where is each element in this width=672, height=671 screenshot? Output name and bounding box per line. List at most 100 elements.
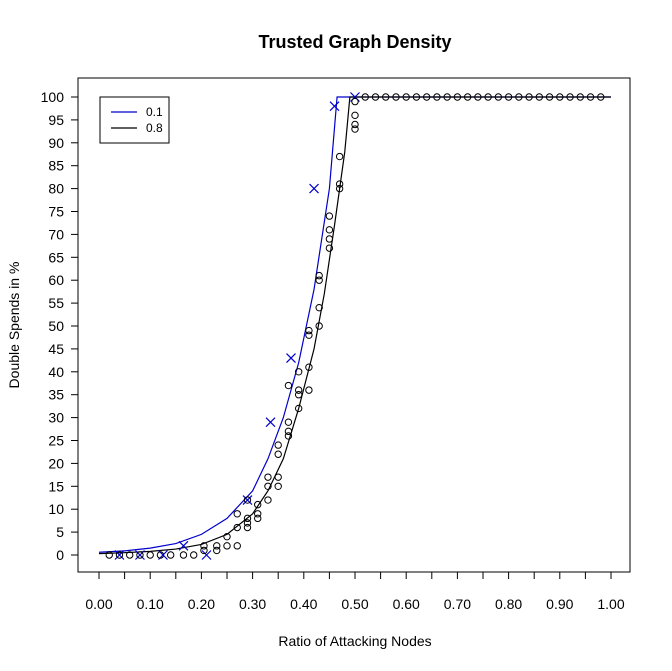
y-tick-label: 80 bbox=[48, 181, 64, 197]
point-marker-x bbox=[178, 540, 189, 551]
legend-label: 0.1 bbox=[146, 105, 163, 119]
point-marker-circle bbox=[535, 93, 544, 101]
y-tick-label: 0 bbox=[56, 547, 64, 563]
y-tick-label: 40 bbox=[48, 364, 64, 380]
point-marker-circle bbox=[443, 93, 451, 101]
point-marker-circle bbox=[156, 551, 165, 559]
point-marker-circle bbox=[351, 125, 359, 133]
y-tick-label: 15 bbox=[48, 478, 64, 494]
x-tick-label: 0.90 bbox=[546, 596, 573, 612]
x-tick-label: 0.10 bbox=[137, 596, 164, 612]
point-marker-circle bbox=[190, 551, 198, 559]
point-marker-circle bbox=[335, 184, 344, 193]
x-tick-label: 1.00 bbox=[597, 596, 624, 612]
y-axis-label: Double Spends in % bbox=[6, 262, 22, 389]
point-marker-circle bbox=[264, 482, 272, 490]
y-tick-label: 75 bbox=[48, 204, 64, 220]
point-marker-circle bbox=[325, 212, 334, 220]
y-tick-label: 45 bbox=[48, 341, 64, 357]
point-marker-circle bbox=[305, 331, 313, 339]
x-tick-label: 0.40 bbox=[290, 596, 317, 612]
y-tick-label: 35 bbox=[48, 387, 64, 403]
point-marker-circle bbox=[213, 542, 221, 550]
point-marker-circle bbox=[361, 93, 369, 101]
point-marker-circle bbox=[382, 93, 390, 101]
point-marker-circle bbox=[315, 303, 323, 312]
point-marker-circle bbox=[351, 120, 359, 129]
point-marker-circle bbox=[254, 500, 262, 509]
point-marker-circle bbox=[576, 93, 584, 101]
y-tick-label: 70 bbox=[48, 226, 64, 242]
y-axis: 0 5 10 15 20 25 30 35 40 45 50 55 60 65 70 75 80 85 90 95 10… bbox=[41, 89, 79, 563]
point-marker-circle bbox=[335, 152, 344, 161]
point-marker-circle bbox=[223, 532, 231, 541]
y-tick-label: 20 bbox=[48, 455, 64, 471]
y-tick-label: 55 bbox=[48, 295, 64, 311]
point-marker-circle bbox=[566, 93, 574, 101]
point-marker-circle bbox=[463, 93, 472, 101]
point-marker-circle bbox=[146, 551, 154, 559]
point-marker-circle bbox=[474, 93, 482, 101]
y-tick-label: 25 bbox=[48, 433, 64, 449]
x-tick-label: 0.60 bbox=[393, 596, 420, 612]
point-marker-x bbox=[329, 101, 340, 112]
point-marker-circle bbox=[243, 496, 252, 504]
point-marker-circle bbox=[294, 391, 303, 399]
y-tick-label: 90 bbox=[48, 135, 64, 151]
fit-curve-0.1 bbox=[98, 96, 611, 553]
y-tick-label: 95 bbox=[48, 112, 64, 128]
point-marker-circle bbox=[243, 519, 252, 527]
point-marker-circle bbox=[335, 180, 344, 188]
plot-area-frame bbox=[77, 77, 631, 573]
point-marker-circle bbox=[494, 93, 503, 101]
point-marker-circle bbox=[305, 363, 313, 371]
x-tick-label: 0.50 bbox=[341, 596, 368, 612]
point-marker-circle bbox=[402, 93, 410, 101]
point-marker-circle bbox=[274, 441, 282, 449]
point-marker-x bbox=[265, 417, 276, 428]
x-tick-label: 0.30 bbox=[239, 596, 266, 612]
x-axis: 0.00 0.10 0.20 0.30 0.40 0.50 0.60 0.70 0.80 0.90… bbox=[85, 571, 625, 612]
fitted-curves bbox=[98, 96, 611, 555]
y-tick-label: 65 bbox=[48, 249, 64, 265]
point-marker-x bbox=[114, 550, 125, 560]
point-marker-circle bbox=[305, 386, 313, 394]
point-marker-circle bbox=[115, 551, 124, 559]
chart-title: Trusted Graph Density bbox=[258, 32, 451, 52]
point-marker-circle bbox=[136, 551, 144, 559]
point-marker-x bbox=[201, 550, 212, 560]
point-marker-circle bbox=[284, 418, 293, 426]
point-marker-circle bbox=[305, 326, 313, 335]
point-marker-circle bbox=[233, 542, 241, 550]
y-tick-label: 10 bbox=[48, 501, 64, 517]
point-marker-circle bbox=[294, 386, 303, 394]
point-marker-circle bbox=[433, 93, 441, 101]
y-tick-label: 50 bbox=[48, 318, 64, 334]
point-marker-circle bbox=[556, 93, 564, 101]
point-marker-circle bbox=[315, 276, 323, 284]
data-points bbox=[105, 92, 605, 560]
legend-label: 0.8 bbox=[146, 121, 163, 135]
point-marker-circle bbox=[233, 510, 241, 518]
point-marker-circle bbox=[284, 381, 293, 390]
point-marker-circle bbox=[166, 551, 175, 559]
point-marker-circle bbox=[200, 546, 208, 555]
point-marker-circle bbox=[412, 93, 421, 101]
point-marker-circle bbox=[422, 93, 431, 101]
x-tick-label: 0.80 bbox=[495, 596, 522, 612]
point-marker-circle bbox=[325, 226, 334, 234]
point-marker-circle bbox=[325, 235, 334, 243]
point-marker-circle bbox=[274, 482, 282, 490]
point-marker-circle bbox=[284, 427, 293, 436]
point-marker-circle bbox=[597, 93, 605, 101]
y-tick-label: 30 bbox=[48, 410, 64, 426]
point-marker-circle bbox=[351, 97, 359, 106]
point-marker-x bbox=[286, 353, 296, 363]
point-marker-circle bbox=[254, 514, 262, 523]
point-marker-circle bbox=[274, 450, 282, 458]
point-marker-circle bbox=[315, 271, 323, 280]
point-marker-circle bbox=[243, 514, 252, 523]
point-marker-circle bbox=[325, 244, 334, 252]
